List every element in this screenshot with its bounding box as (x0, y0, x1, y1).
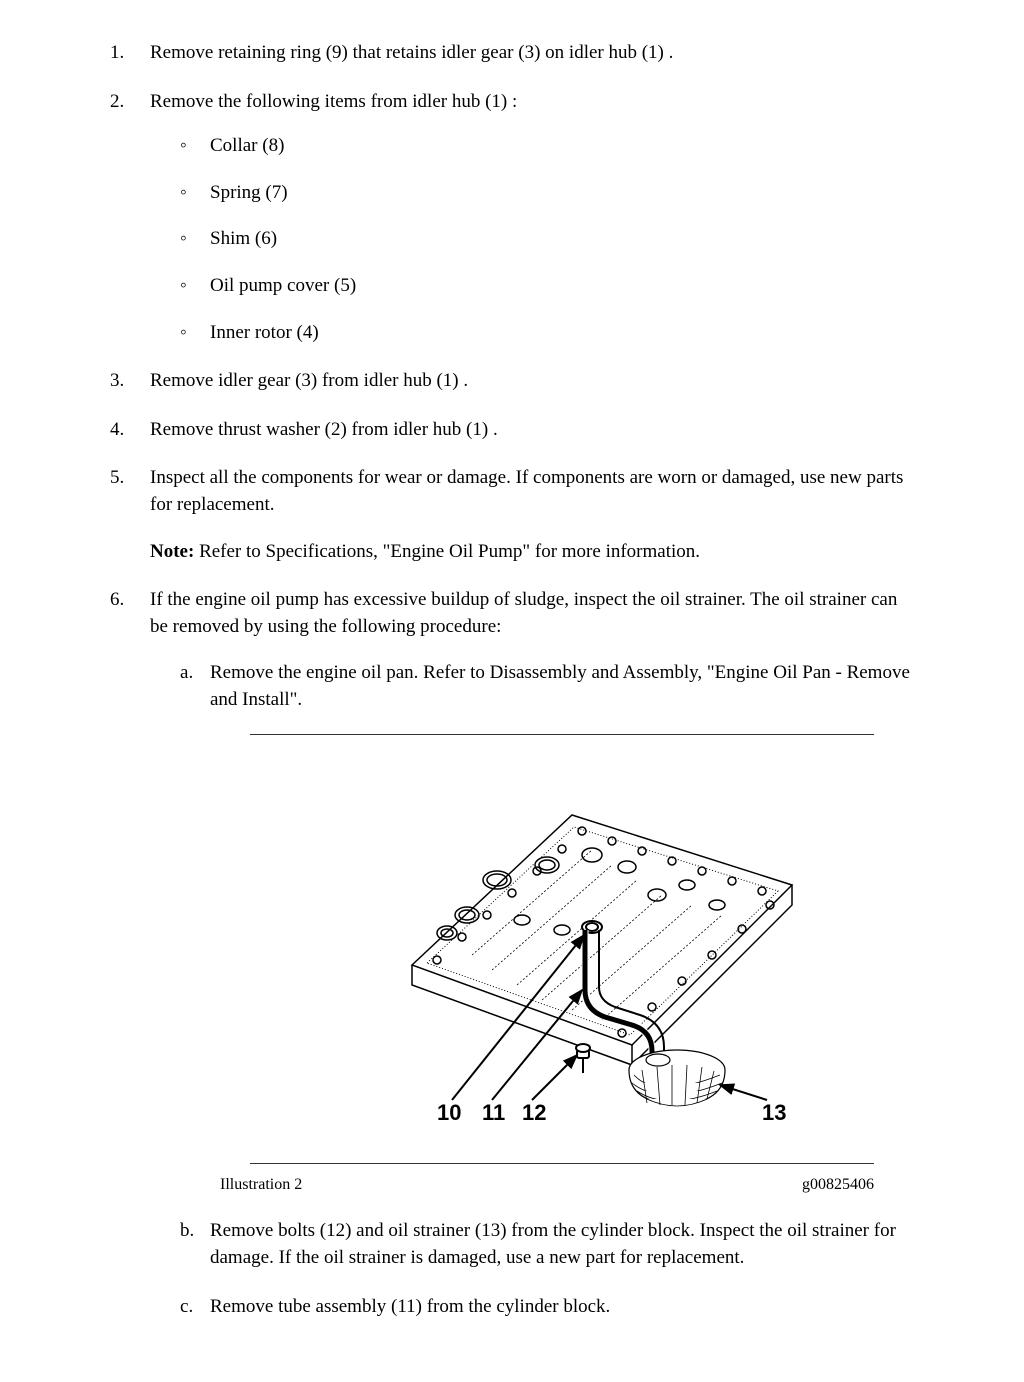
step-5-note: Note: Refer to Specifications, "Engine O… (150, 539, 914, 566)
step-6c: Remove tube assembly (11) from the cylin… (180, 1294, 914, 1321)
step-4-text: Remove thrust washer (2) from idler hub … (150, 419, 498, 440)
callout-13: 13 (762, 1100, 786, 1125)
callout-12: 12 (522, 1100, 546, 1125)
step-1: Remove retaining ring (9) that retains i… (110, 40, 914, 67)
figure-svg-wrap: 10 11 12 13 (210, 745, 914, 1154)
step-4: Remove thrust washer (2) from idler hub … (110, 417, 914, 444)
step-6a: Remove the engine oil pan. Refer to Disa… (180, 660, 914, 1196)
step-6a-text: Remove the engine oil pan. Refer to Disa… (210, 662, 910, 710)
sub-item-inner-rotor: Inner rotor (4) (180, 320, 914, 347)
illustration-label: Illustration 2 (220, 1174, 302, 1196)
sub-item-shim: Shim (6) (180, 226, 914, 253)
step-2-text: Remove the following items from idler hu… (150, 91, 517, 112)
step-6-alpha-list: Remove the engine oil pan. Refer to Disa… (180, 660, 914, 1320)
step-5-text: Inspect all the components for wear or d… (150, 467, 903, 515)
illustration-code: g00825406 (802, 1174, 874, 1196)
step-3: Remove idler gear (3) from idler hub (1)… (110, 368, 914, 395)
step-6b: Remove bolts (12) and oil strainer (13) … (180, 1218, 914, 1271)
sub-item-spring: Spring (7) (180, 180, 914, 207)
figure-bottom-rule (250, 1163, 874, 1164)
sub-item-collar: Collar (8) (180, 133, 914, 160)
illustration-2-svg: 10 11 12 13 (322, 755, 802, 1135)
callout-11: 11 (482, 1100, 505, 1125)
step-3-text: Remove idler gear (3) from idler hub (1)… (150, 370, 468, 391)
step-5: Inspect all the components for wear or d… (110, 465, 914, 565)
procedure-list: Remove retaining ring (9) that retains i… (110, 40, 914, 1320)
step-6: If the engine oil pump has excessive bui… (110, 587, 914, 1320)
note-text: Refer to Specifications, "Engine Oil Pum… (194, 541, 700, 562)
step-6c-text: Remove tube assembly (11) from the cylin… (210, 1296, 610, 1317)
step-2-sublist: Collar (8) Spring (7) Shim (6) Oil pump … (180, 133, 914, 346)
step-2: Remove the following items from idler hu… (110, 89, 914, 347)
callout-10: 10 (437, 1100, 461, 1125)
note-label: Note: (150, 541, 194, 562)
step-6-text: If the engine oil pump has excessive bui… (150, 589, 897, 637)
step-6b-text: Remove bolts (12) and oil strainer (13) … (210, 1220, 896, 1268)
sub-item-oil-pump-cover: Oil pump cover (5) (180, 273, 914, 300)
step-1-text: Remove retaining ring (9) that retains i… (150, 42, 673, 63)
illustration-2-block: 10 11 12 13 Illustration 2 g00825406 (210, 734, 914, 1197)
figure-top-rule (250, 734, 874, 735)
figure-caption: Illustration 2 g00825406 (220, 1174, 874, 1196)
